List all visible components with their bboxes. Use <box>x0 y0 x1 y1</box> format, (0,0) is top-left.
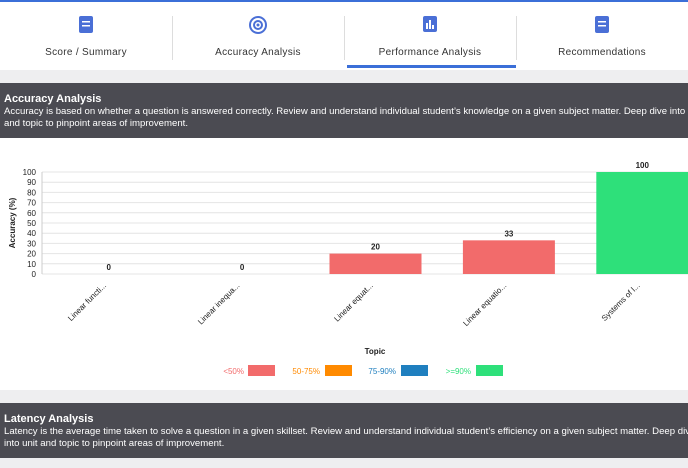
legend-label: 75-90% <box>368 367 396 376</box>
y-tick-label: 20 <box>27 250 36 259</box>
section-description: Accuracy is based on whether a question … <box>4 106 688 129</box>
y-axis-label: Accuracy (%) <box>8 197 17 248</box>
y-tick-label: 10 <box>27 260 36 269</box>
data-label: 0 <box>240 263 245 272</box>
legend-label: <50% <box>223 367 244 376</box>
tab[interactable]: Score / Summary <box>0 2 172 70</box>
x-tick-label: Systems of l... <box>600 281 642 323</box>
section-header: Latency Analysis Latency is the average t… <box>0 403 688 458</box>
tab-bar: Score / Summary Accuracy Analysis Perfor… <box>0 0 688 70</box>
tab-icon <box>249 16 267 34</box>
data-label: 33 <box>504 229 513 238</box>
x-tick-label: Linear functi... <box>66 281 108 323</box>
tab-icon <box>79 16 93 33</box>
y-tick-label: 60 <box>27 209 36 218</box>
tab[interactable]: Recommendations <box>516 2 688 70</box>
tab-icon <box>423 16 437 32</box>
y-tick-label: 70 <box>27 199 36 208</box>
y-tick-label: 100 <box>23 168 37 177</box>
y-tick-label: 90 <box>27 178 36 187</box>
legend-swatch <box>325 365 352 376</box>
data-label: 0 <box>106 263 111 272</box>
tab-label: Score / Summary <box>45 47 127 58</box>
legend-label: >=90% <box>446 367 471 376</box>
x-axis-label: Topic <box>365 347 386 356</box>
section-header: Accuracy Analysis Accuracy is based on wh… <box>0 83 688 138</box>
legend-swatch <box>401 365 428 376</box>
data-label: 20 <box>371 243 380 252</box>
tab[interactable]: Performance Analysis <box>344 2 516 70</box>
tab-label: Performance Analysis <box>378 47 482 58</box>
legend-label: 50-75% <box>292 367 320 376</box>
section-title: Latency Analysis <box>4 413 94 425</box>
tab-label: Accuracy Analysis <box>215 47 301 58</box>
tab-icon <box>595 16 609 33</box>
y-tick-label: 50 <box>27 219 36 228</box>
section-description: Latency is the average time taken to sol… <box>4 426 688 449</box>
tab[interactable]: Accuracy Analysis <box>172 2 344 70</box>
x-tick-label: Linear equat... <box>332 281 375 324</box>
legend-swatch <box>476 365 503 376</box>
bar <box>329 253 422 274</box>
legend-swatch <box>248 365 275 376</box>
y-tick-label: 0 <box>32 270 37 279</box>
data-label: 100 <box>636 161 650 170</box>
x-tick-label: Linear inequa... <box>196 281 241 326</box>
y-tick-label: 40 <box>27 229 36 238</box>
y-tick-label: 30 <box>27 239 36 248</box>
tab-label: Recommendations <box>558 47 646 58</box>
bar <box>462 240 555 274</box>
y-tick-label: 80 <box>27 188 36 197</box>
x-tick-label: Linear equatio... <box>461 281 508 328</box>
bar <box>596 172 688 274</box>
section-title: Accuracy Analysis <box>4 93 102 105</box>
